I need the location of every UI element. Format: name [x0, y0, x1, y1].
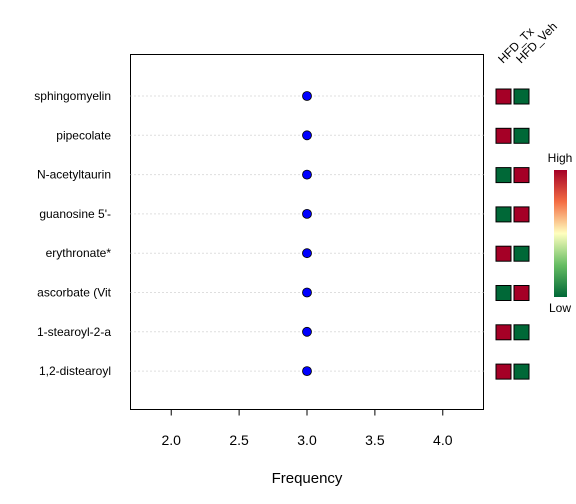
- data-point: [302, 287, 312, 298]
- heatmap-cell: [495, 363, 512, 380]
- heatmap-cell: [513, 88, 530, 105]
- x-tick-label: 2.5: [229, 432, 249, 448]
- row-label: N-acetyltaurin: [37, 168, 111, 182]
- data-point: [302, 169, 312, 180]
- data-point: [302, 208, 312, 219]
- x-axis: 2.0 2.5 3.0 3.5 4.0: [161, 409, 453, 448]
- x-axis-label: Frequency: [272, 470, 343, 487]
- row-label: guanosine 5'-: [39, 207, 111, 221]
- data-point: [302, 326, 312, 337]
- heatmap-cell: [513, 285, 530, 301]
- heatmap-cell: [513, 167, 530, 184]
- heatmap-cell: [513, 245, 530, 262]
- x-tick-label: 3.5: [365, 432, 385, 448]
- plot-frame: [130, 54, 484, 410]
- color-legend: High Low: [548, 151, 573, 315]
- heatmap-cell: [495, 127, 512, 144]
- heatmap-cell: [513, 206, 530, 223]
- heatmap-cell: [513, 324, 530, 341]
- heatmap-cell: [495, 88, 512, 105]
- heatmap-cell: [513, 363, 530, 380]
- data-points: [302, 91, 312, 377]
- row-label: ascorbate (Vit: [37, 286, 111, 300]
- heatmap-cell: [495, 285, 512, 301]
- data-point: [302, 91, 312, 101]
- heatmap-cell: [513, 127, 530, 144]
- heatmap-cells: [495, 88, 530, 380]
- legend-color-bar: [554, 170, 567, 297]
- data-point: [302, 130, 312, 141]
- heatmap-cell: [495, 206, 512, 223]
- row-label: 1-stearoyl-2-a: [37, 325, 111, 339]
- x-tick-label: 3.0: [297, 432, 317, 448]
- heatmap-cell: [495, 245, 512, 262]
- heatmap-cell: [495, 167, 512, 184]
- row-label: erythronate*: [46, 246, 112, 260]
- legend-low-label: Low: [549, 301, 571, 315]
- row-label: 1,2-distearoyl: [39, 364, 111, 378]
- row-label: pipecolate: [56, 128, 111, 142]
- x-tick-label: 2.0: [161, 432, 181, 448]
- heatmap-cell: [495, 324, 512, 341]
- legend-high-label: High: [548, 151, 573, 165]
- data-point: [302, 366, 312, 377]
- data-point: [302, 248, 312, 259]
- row-labels: sphingomyelin pipecolate N-acetyltaurin gua…: [34, 89, 111, 378]
- x-tick-label: 4.0: [433, 432, 453, 448]
- row-label: sphingomyelin: [34, 89, 111, 103]
